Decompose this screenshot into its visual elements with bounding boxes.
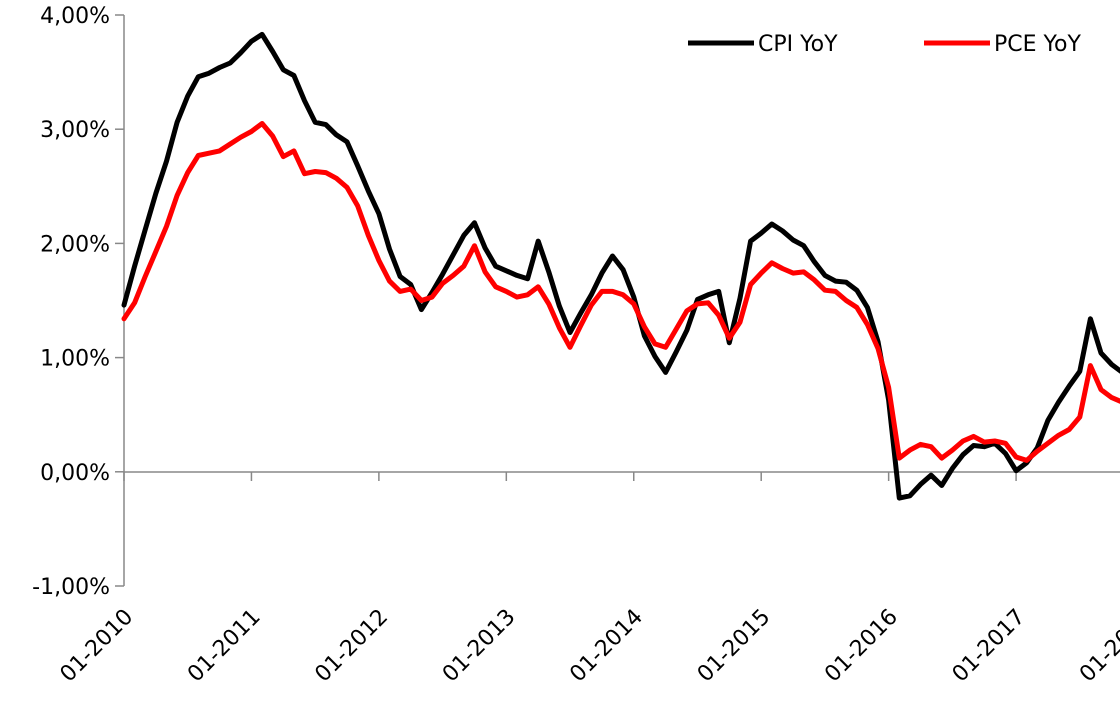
x-tick-label: 01-2010 xyxy=(56,605,139,688)
legend-label: CPI YoY xyxy=(758,32,838,57)
x-tick-label: 01-2013 xyxy=(438,605,521,688)
y-tick-label: -1,00% xyxy=(32,575,110,600)
series-line-pce-yoy xyxy=(121,121,1120,463)
x-tick-label: 01-2012 xyxy=(310,605,393,688)
y-tick-label: 4,00% xyxy=(40,4,110,29)
y-tick-label: 2,00% xyxy=(40,232,110,257)
legend: CPI YoY PCE YoY xyxy=(688,32,1081,57)
x-tick-label: 01-2018 xyxy=(1075,605,1120,688)
axes: -1,00% 0,00% 1,00% 2,00% 3,00% 4,00% 01-2010 01… xyxy=(32,4,1120,687)
x-tick-label: 01-2017 xyxy=(948,605,1031,688)
y-tick-label: 1,00% xyxy=(40,347,110,372)
x-tick-label: 01-2016 xyxy=(820,605,903,688)
series-line-cpi-yoy xyxy=(121,31,1120,501)
series-layer xyxy=(121,31,1120,501)
legend-label: PCE YoY xyxy=(994,32,1081,57)
x-tick-label: 01-2015 xyxy=(693,605,776,688)
y-tick-label: 0,00% xyxy=(40,461,110,486)
x-tick-label: 01-2011 xyxy=(183,605,266,688)
y-tick-label: 3,00% xyxy=(40,118,110,143)
x-tick-label: 01-2014 xyxy=(565,605,648,688)
